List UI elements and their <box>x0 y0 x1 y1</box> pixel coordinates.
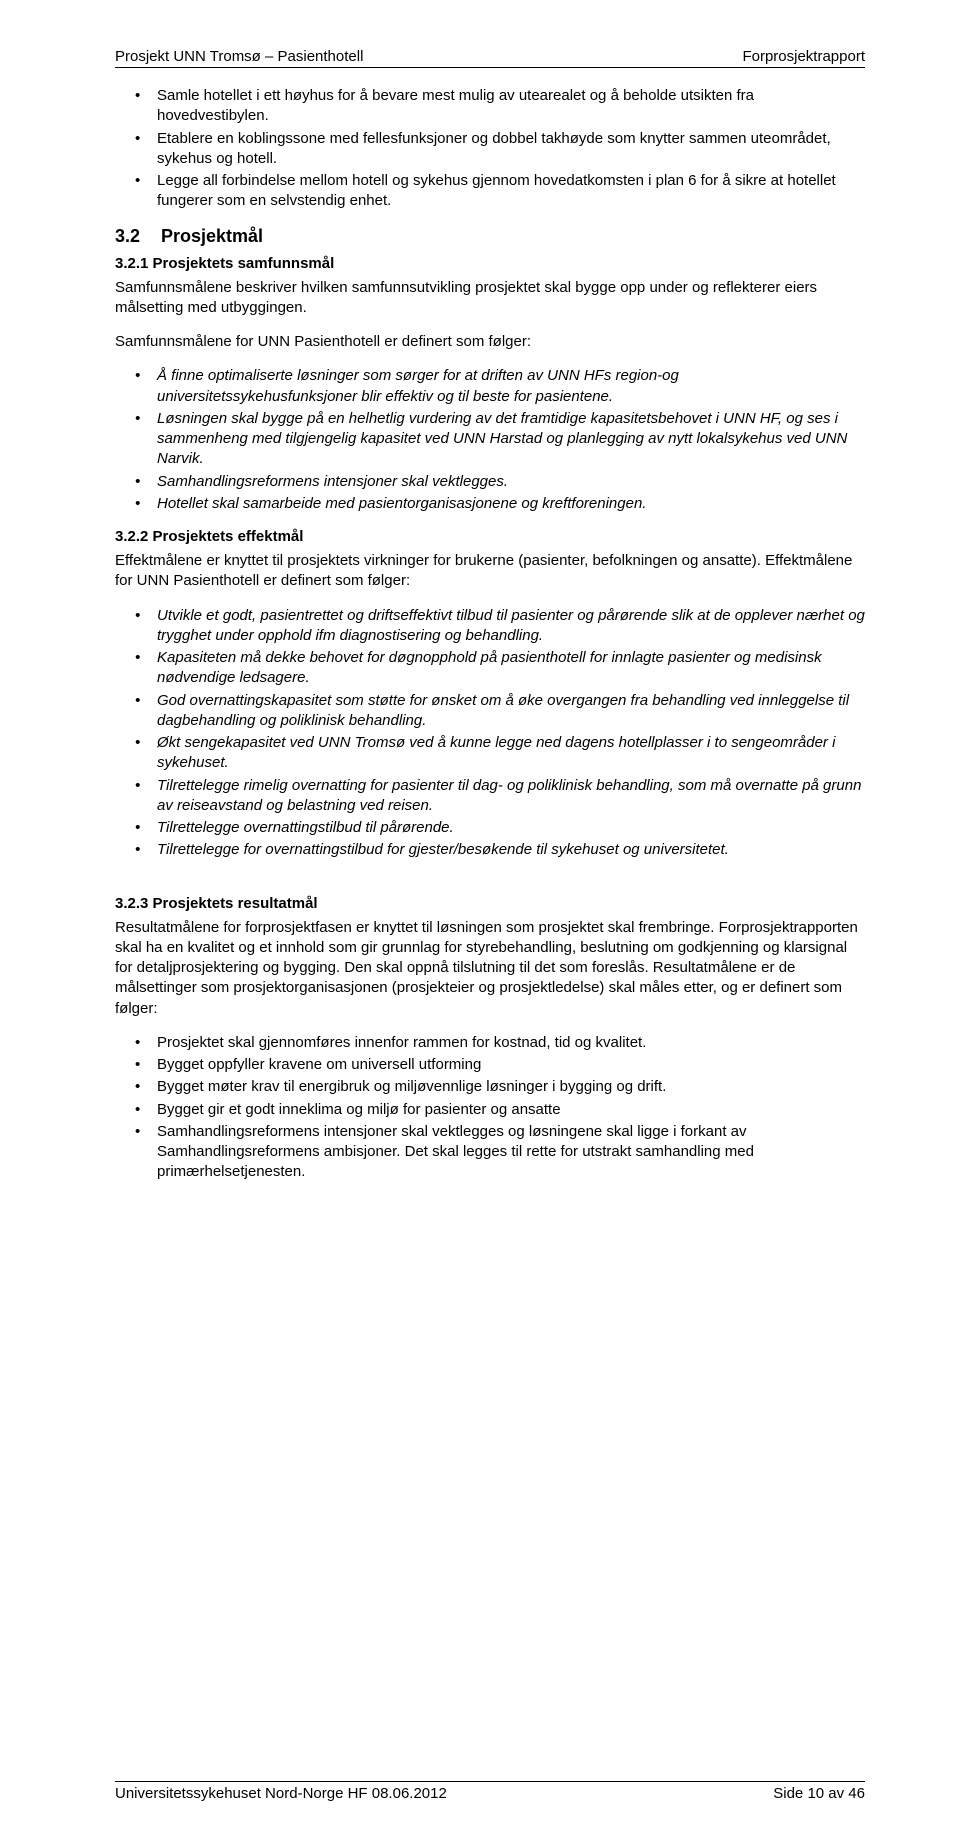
header-left: Prosjekt UNN Tromsø – Pasienthotell <box>115 48 363 65</box>
list-item: Tilrettelegge rimelig overnatting for pa… <box>115 776 865 817</box>
paragraph: Effektmålene er knyttet til prosjektets … <box>115 551 865 592</box>
paragraph: Resultatmålene for forprosjektfasen er k… <box>115 918 865 1019</box>
list-item: Samle hotellet i ett høyhus for å bevare… <box>115 86 865 127</box>
subsection-3-2-1-heading: 3.2.1 Prosjektets samfunnsmål <box>115 255 865 272</box>
subsection-3-2-3-heading: 3.2.3 Prosjektets resultatmål <box>115 895 865 912</box>
list-item: Bygget oppfyller kravene om universell u… <box>115 1055 865 1075</box>
list-item: Prosjektet skal gjennomføres innenfor ra… <box>115 1033 865 1053</box>
list-item: God overnattingskapasitet som støtte for… <box>115 691 865 732</box>
list-item: Hotellet skal samarbeide med pasientorga… <box>115 494 865 514</box>
list-item: Økt sengekapasitet ved UNN Tromsø ved å … <box>115 733 865 774</box>
page-footer: Universitetssykehuset Nord-Norge HF 08.0… <box>115 1761 865 1802</box>
list-item: Utvikle et godt, pasientrettet og drifts… <box>115 606 865 647</box>
bullet-list-3-2-1: Å finne optimaliserte løsninger som sørg… <box>115 366 865 514</box>
footer-right: Side 10 av 46 <box>773 1785 865 1802</box>
paragraph: Samfunnsmålene beskriver hvilken samfunn… <box>115 278 865 319</box>
bullet-list-3-2-3: Prosjektet skal gjennomføres innenfor ra… <box>115 1033 865 1183</box>
section-3-2-heading: 3.2Prosjektmål <box>115 226 865 247</box>
page: Prosjekt UNN Tromsø – Pasienthotell Forp… <box>0 0 960 1842</box>
section-number: 3.2 <box>115 226 161 247</box>
page-header: Prosjekt UNN Tromsø – Pasienthotell Forp… <box>115 48 865 65</box>
bullet-list-3-2-2: Utvikle et godt, pasientrettet og drifts… <box>115 606 865 861</box>
spacer <box>115 875 865 889</box>
header-right: Forprosjektrapport <box>742 48 865 65</box>
list-item: Tilrettelegge overnattingstilbud til pår… <box>115 818 865 838</box>
intro-bullet-list: Samle hotellet i ett høyhus for å bevare… <box>115 86 865 212</box>
paragraph: Samfunnsmålene for UNN Pasienthotell er … <box>115 332 865 352</box>
subsection-3-2-2-heading: 3.2.2 Prosjektets effektmål <box>115 528 865 545</box>
footer-row: Universitetssykehuset Nord-Norge HF 08.0… <box>115 1785 865 1802</box>
list-item: Samhandlingsreformens intensjoner skal v… <box>115 472 865 492</box>
list-item: Bygget møter krav til energibruk og milj… <box>115 1077 865 1097</box>
list-item: Samhandlingsreformens intensjoner skal v… <box>115 1122 865 1183</box>
header-rule <box>115 67 865 68</box>
content-area: Prosjekt UNN Tromsø – Pasienthotell Forp… <box>115 48 865 1761</box>
list-item: Kapasiteten må dekke behovet for døgnopp… <box>115 648 865 689</box>
footer-rule <box>115 1781 865 1782</box>
list-item: Tilrettelegge for overnattingstilbud for… <box>115 840 865 860</box>
list-item: Å finne optimaliserte løsninger som sørg… <box>115 366 865 407</box>
footer-left: Universitetssykehuset Nord-Norge HF 08.0… <box>115 1785 447 1802</box>
list-item: Løsningen skal bygge på en helhetlig vur… <box>115 409 865 470</box>
section-title: Prosjektmål <box>161 226 263 246</box>
list-item: Etablere en koblingssone med fellesfunks… <box>115 129 865 170</box>
list-item: Legge all forbindelse mellom hotell og s… <box>115 171 865 212</box>
list-item: Bygget gir et godt inneklima og miljø fo… <box>115 1100 865 1120</box>
